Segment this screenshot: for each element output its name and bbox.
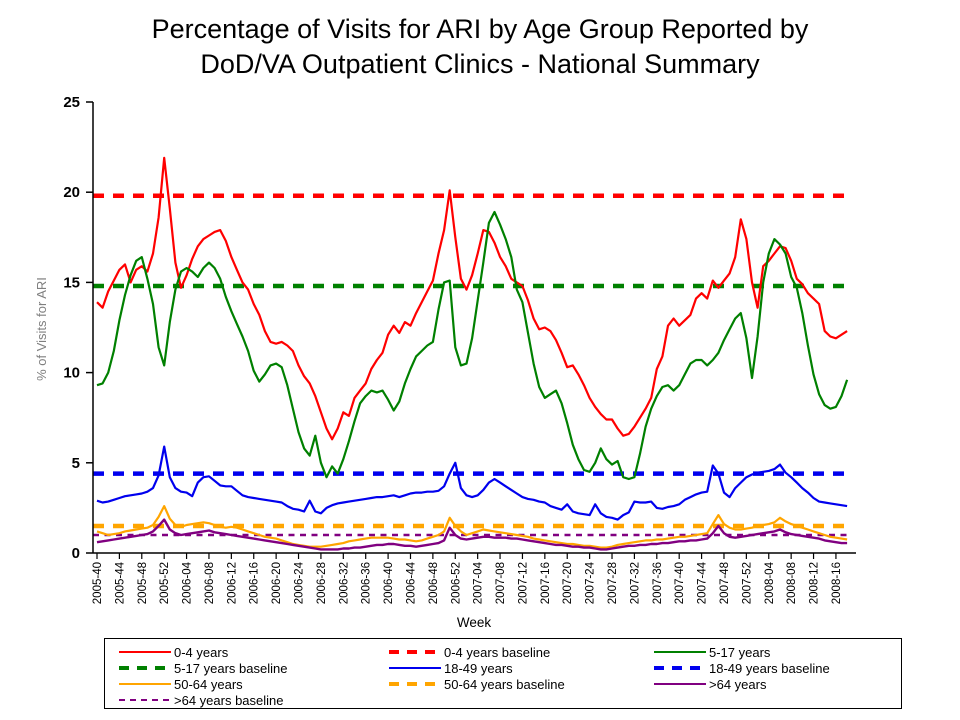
legend-swatch-50-64-years-baseline <box>389 681 441 687</box>
legend-label-5-17-years-baseline: 5-17 years baseline <box>174 660 288 676</box>
legend-label-0-4-years: 0-4 years <box>174 644 229 660</box>
x-tick-label: 2008-04 <box>764 561 776 604</box>
y-tick-label: 25 <box>63 94 80 111</box>
y-tick-label: 0 <box>72 545 80 562</box>
x-tick-label: 2007-12 <box>517 562 529 604</box>
x-tick-label: 2007-52 <box>741 562 753 604</box>
x-tick-label: 2007-28 <box>607 562 619 604</box>
legend-swatch-64-years <box>654 682 706 686</box>
x-tick-label: 2008-16 <box>831 562 843 604</box>
legend-swatch-5-17-years-baseline <box>119 665 171 671</box>
legend-item-50-64-years-baseline: 50-64 years baseline <box>389 676 654 692</box>
legend-item-64-years-baseline: >64 years baseline <box>119 692 389 708</box>
legend-label-64-years-baseline: >64 years baseline <box>174 692 284 708</box>
legend-label-50-64-years-baseline: 50-64 years baseline <box>444 676 565 692</box>
legend-label-5-17-years: 5-17 years <box>709 644 771 660</box>
x-tick-label: 2006-52 <box>450 562 462 604</box>
series-line-50-64-years <box>96 505 848 549</box>
y-tick-label: 15 <box>63 274 80 291</box>
x-tick-label: 2007-40 <box>674 562 686 604</box>
x-tick-label: 2007-44 <box>697 561 709 604</box>
legend-label-18-49-years: 18-49 years <box>444 660 513 676</box>
chart-title-line1: Percentage of Visits for ARI by Age Grou… <box>151 14 809 44</box>
y-tick-label: 5 <box>72 455 80 472</box>
legend-item-0-4-years: 0-4 years <box>119 644 389 660</box>
x-tick-label: 2007-32 <box>629 562 641 604</box>
legend-label-50-64-years: 50-64 years <box>174 676 243 692</box>
x-tick-label: 2006-36 <box>361 562 373 604</box>
x-tick-label: 2006-12 <box>226 562 238 604</box>
x-tick-label: 2007-08 <box>495 562 507 604</box>
chart-svg: 0 5 10 15 20 25 2005-40 2005-44 2005-48 2005-52 20… <box>63 94 856 604</box>
x-tick-label: 2007-36 <box>652 562 664 604</box>
legend-item-0-4-years-baseline: 0-4 years baseline <box>389 644 654 660</box>
series-line-5-17-years <box>96 210 849 481</box>
legend-item-5-17-years: 5-17 years <box>654 644 901 660</box>
legend-item-18-49-years: 18-49 years <box>389 660 654 676</box>
legend-swatch-64-years-baseline <box>119 698 171 702</box>
chart-title: Percentage of Visits for ARI by Age Grou… <box>0 12 960 82</box>
legend-swatch-0-4-years-baseline <box>389 649 441 655</box>
legend-label-18-49-years-baseline: 18-49 years baseline <box>709 660 830 676</box>
x-tick-label: 2008-08 <box>786 562 798 604</box>
x-tick-label: 2005-40 <box>92 562 104 604</box>
x-tick-label: 2006-16 <box>249 562 261 604</box>
x-tick-label: 2006-32 <box>338 562 350 604</box>
x-tick-label: 2006-48 <box>428 562 440 604</box>
legend-label-0-4-years-baseline: 0-4 years baseline <box>444 644 551 660</box>
x-tick-label: 2006-04 <box>182 561 194 604</box>
x-tick-label: 2005-52 <box>159 562 171 604</box>
chart-title-line2: DoD/VA Outpatient Clinics - National Sum… <box>200 49 760 79</box>
series-line-0-4-years <box>96 156 848 441</box>
x-tick-label: 2006-28 <box>316 562 328 604</box>
legend-swatch-18-49-years-baseline <box>654 665 706 671</box>
legend-swatch-5-17-years <box>654 650 706 654</box>
x-tick-label: 2006-44 <box>405 561 417 604</box>
y-tick-label: 20 <box>63 184 80 201</box>
x-tick-label: 2005-44 <box>114 561 126 604</box>
x-tick-label: 2006-08 <box>204 562 216 604</box>
chart-canvas: 0 5 10 15 20 25 2005-40 2005-44 2005-48 2005-52 20… <box>63 94 856 604</box>
x-tick-label: 2007-04 <box>473 561 485 604</box>
x-tick-label: 2007-48 <box>719 562 731 604</box>
legend-swatch-50-64-years <box>119 682 171 686</box>
x-tick-label: 2007-16 <box>540 562 552 604</box>
legend-item-50-64-years: 50-64 years <box>119 676 389 692</box>
legend-item-5-17-years-baseline: 5-17 years baseline <box>119 660 389 676</box>
y-tick-label: 10 <box>63 365 80 382</box>
x-axis-label: Week <box>456 615 492 630</box>
x-tick-label: 2006-20 <box>271 562 283 604</box>
x-tick-label: 2006-40 <box>383 562 395 604</box>
legend-swatch-0-4-years <box>119 650 171 654</box>
chart-legend: 0-4 years 0-4 years baseline 5-17 years 5-1… <box>104 638 902 709</box>
x-tick-label: 2007-20 <box>562 562 574 604</box>
x-tick-label: 2007-24 <box>585 561 597 604</box>
series-line-64-years <box>96 518 848 551</box>
x-tick-label: 2005-48 <box>137 562 149 604</box>
series-line-18-49-years <box>96 445 848 521</box>
x-tick-label: 2008-12 <box>809 562 821 604</box>
legend-label-64-years: >64 years <box>709 676 767 692</box>
legend-item-64-years: >64 years <box>654 676 901 692</box>
legend-item-18-49-years-baseline: 18-49 years baseline <box>654 660 901 676</box>
x-tick-label: 2006-24 <box>294 561 306 604</box>
legend-swatch-18-49-years <box>389 666 441 670</box>
